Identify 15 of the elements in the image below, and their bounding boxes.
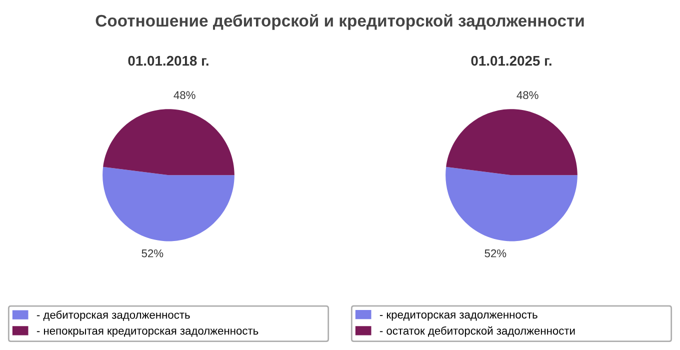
pie-slice	[446, 166, 578, 242]
pie-slice	[102, 166, 234, 242]
text: Соотношение дебиторской и кредиторской задолженности	[96, 14, 584, 30]
legend-label: - остаток дебиторской задолженности	[380, 326, 575, 337]
legend-label: - кредиторская задолженность	[380, 312, 538, 321]
data-label: 52%	[484, 249, 506, 258]
data-label: 48%	[516, 91, 538, 100]
legend-label: - непокрытая кредиторская задолженность	[36, 328, 258, 337]
pie-slice	[103, 109, 234, 176]
chart-title: 01.01.2018 г.	[128, 56, 208, 66]
data-label: 52%	[142, 249, 164, 258]
data-label: 48%	[174, 91, 196, 100]
pie-slice	[446, 109, 578, 176]
legend-label: - дебиторская задолженность	[36, 310, 190, 321]
chart-title: 01.01.2025 г.	[471, 56, 552, 66]
